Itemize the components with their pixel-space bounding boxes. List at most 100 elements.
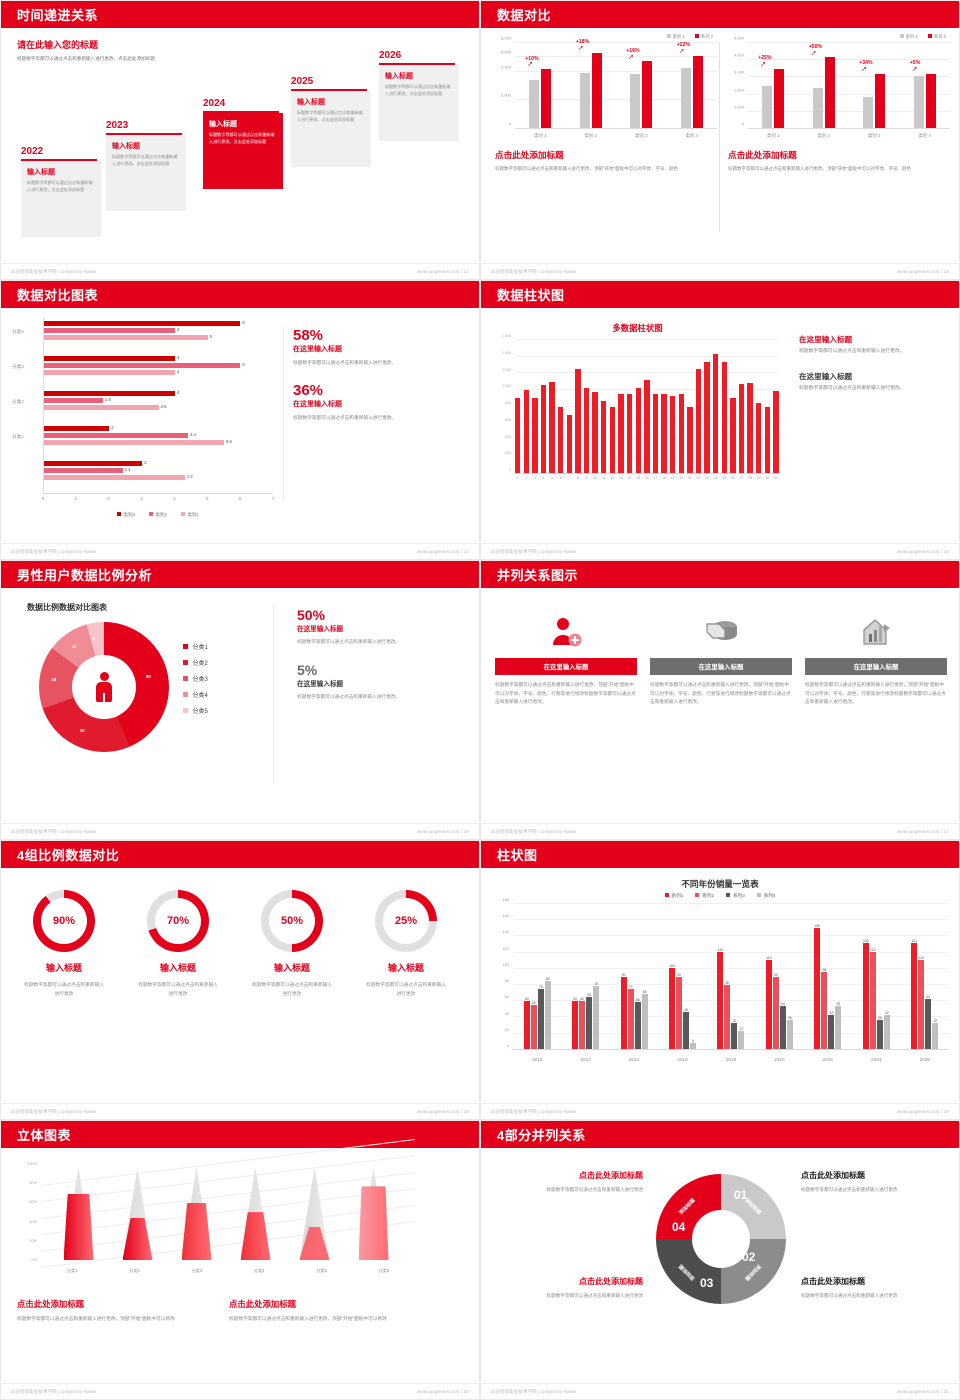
- x-tick: 4: [542, 476, 545, 480]
- gridline: [513, 935, 949, 937]
- bar-value: 131: [911, 939, 918, 944]
- growth-label: +22%: [676, 42, 691, 49]
- timeline-step[interactable]: 2024 输入标题 标题数字等都可以通过点击和重新输入进行更改，点击此处添加标题: [203, 98, 283, 189]
- y-tick: 800: [505, 401, 511, 405]
- timeline-card[interactable]: 输入标题 标题数字等都可以通过点击和重新输入进行更改，点击此处添加标题: [379, 65, 459, 141]
- timeline-card[interactable]: 输入标题 标题数字等都可以通过点击和重新输入进行更改，点击此处添加标题: [106, 135, 186, 211]
- timeline-step[interactable]: 2023 输入标题 标题数字等都可以通过点击和重新输入进行更改，点击此处添加标题: [106, 120, 186, 211]
- bar: 46: [683, 1008, 690, 1049]
- timeline-step[interactable]: 2022 输入标题 标题数字等都可以通过点击和重新输入进行更改，点击此处添加标题: [21, 146, 101, 237]
- plot-area: +10% ➚ +18% ➚ +16% ➚ +22% ➚: [515, 39, 717, 129]
- bar-value: 75: [628, 984, 633, 989]
- segment-number: 01: [734, 1188, 748, 1202]
- slide-20[interactable]: 立体图表 0% 20% 40% 60% 80% 100% 分类1 分类2 分类3 分类4 分类5 分类…: [0, 1120, 480, 1400]
- bar: 4: [44, 327, 179, 333]
- bar-group: 120 80 32 22: [717, 904, 745, 1049]
- legend-item: 系列2: [695, 893, 714, 899]
- bar: [642, 61, 653, 128]
- ring-hole: [692, 1210, 750, 1268]
- legend-item: 系列3: [726, 893, 745, 899]
- info-column[interactable]: 在这里输入标题 标题数字等都可以通过点击和重新输入进行更改，顶部“开始”面板中可以…: [805, 606, 947, 707]
- ring-body: 标题数字等都可以通过点击和重新输入进行更改: [24, 982, 104, 996]
- legend-swatch: [183, 676, 188, 681]
- bar-value: 3.5: [160, 404, 167, 409]
- bar-group: 分类3 4 6 4: [12, 355, 273, 378]
- legend-item: 分类2: [183, 658, 208, 667]
- growth-label: +10%: [525, 55, 539, 62]
- gridline: [513, 951, 949, 953]
- block-title: 点击此处添加标题: [229, 1299, 296, 1309]
- bar: [678, 394, 684, 473]
- stats-panel: 50% 在这里输入标题 标题数字等都可以通过点击和重新输入进行更改。 5% 在这里输入标…: [297, 607, 469, 718]
- slide-15[interactable]: 数据柱状图 多数据柱状图 0 200 400 600 800 1,000 1,200 1,40…: [480, 280, 960, 560]
- slide-14[interactable]: 数据对比图表 分类4 6 4 5 分类3 4 6 4 分类2 4 1.8 3.5 分类1 2 4.4 5.5 3…: [0, 280, 480, 560]
- block-title: 点击此处添加标题: [728, 150, 797, 160]
- timeline-step[interactable]: 2026 输入标题 标题数字等都可以通过点击和重新输入进行更改，点击此处添加标题: [379, 50, 459, 141]
- x-tick: 13: [619, 476, 623, 480]
- x-tick: 类别 3: [868, 133, 881, 138]
- progress-ring-item[interactable]: 50% 输入标题 标题数字等都可以通过点击和重新输入进行更改: [237, 890, 347, 999]
- slice-value: 12: [71, 644, 77, 650]
- x-tick: 类别 4: [918, 133, 931, 138]
- progress-ring-item[interactable]: 90% 输入标题 标题数字等都可以通过点击和重新输入进行更改: [9, 890, 119, 999]
- slide-18[interactable]: 4组比例数据对比 90% 输入标题 标题数字等都可以通过点击和重新输入进行更改 70%…: [0, 840, 480, 1120]
- intro-title: 请在此输入您的标题: [17, 40, 99, 50]
- info-column[interactable]: 在这里输入标题标题数字等都可以通过点击和重新输入进行更改，顶部“开始”面板中可以…: [495, 606, 637, 707]
- y-tick: 40: [504, 1011, 509, 1016]
- y-tick: 5,000: [733, 35, 744, 41]
- x-tick: 23: [705, 476, 709, 480]
- timeline-step[interactable]: 2025 输入标题 标题数字等都可以通过点击和重新输入进行更改，点击此处添加标题: [291, 76, 371, 167]
- person-icon: [96, 672, 112, 702]
- timeline-card-title: 输入标题: [209, 121, 237, 128]
- bar: [579, 73, 590, 128]
- gridline: [515, 70, 717, 72]
- column-band-title[interactable]: 在这里输入标题: [650, 658, 792, 675]
- timeline-card[interactable]: 输入标题 标题数字等都可以通过点击和重新输入进行更改，点击此处添加标题: [291, 91, 371, 167]
- block-title: 点击此处添加标题: [579, 1277, 643, 1286]
- timeline-card[interactable]: 输入标题 标题数字等都可以通过点击和重新输入进行更改，点击此处添加标题: [203, 113, 283, 189]
- y-tick: 0%: [31, 1258, 38, 1262]
- progress-ring-item[interactable]: 70% 输入标题 标题数字等都可以通过点击和重新输入进行更改: [123, 890, 233, 999]
- bar-group: 3 2.4 4.3: [44, 460, 273, 483]
- column-band-title[interactable]: 在这里输入标题: [805, 658, 947, 675]
- x-tick: 分类5: [316, 1268, 327, 1273]
- slide-12[interactable]: 时间递进关系 请在此输入您的标题 标题数字等都可以通过点击和重新输入进行更改，点…: [0, 0, 480, 280]
- column-band-title[interactable]: 在这里输入标题: [495, 658, 637, 675]
- timeline-year: 2023: [106, 120, 129, 131]
- legend-swatch: [183, 692, 188, 697]
- slide-21[interactable]: 4部分并列关系 01 添加标题 02 添加标题 03 添加标题 04 添加标题 点击此处添加标题…: [480, 1120, 960, 1400]
- bar-group: +50% ➚: [809, 43, 835, 128]
- slide-19[interactable]: 柱状图 不同年份销量一览表 系列1 系列2 系列3 系列4 0 20 40 60 80 100 1…: [480, 840, 960, 1120]
- timeline-card[interactable]: 输入标题 标题数字等都可以通过点击和重新输入进行更改，点击此处添加标题: [21, 161, 101, 237]
- y-axis: 0 200 400 600 800 1,000 1,200 1,400 1,600: [491, 334, 513, 474]
- slide-16[interactable]: 男性用户数据比例分析 数据比例数据对比图表 50 30 18 12 5 分类1 分类2 分类…: [0, 560, 480, 840]
- bar: [540, 384, 547, 473]
- progress-ring-item[interactable]: 25% 输入标题 标题数字等都可以通过点击和重新输入进行更改: [351, 890, 461, 999]
- cone-fill: [122, 1217, 153, 1260]
- bar: 62: [925, 995, 932, 1049]
- growth-label: +34%: [859, 59, 873, 66]
- y-tick: 1,600: [502, 334, 511, 338]
- slide-13[interactable]: 数据对比 系列 1 系列 2 0 2,000 4,000 5,000 6,000 +10% ➚ +…: [480, 0, 960, 280]
- y-tick: 1,400: [502, 350, 511, 355]
- x-tick: 15: [636, 476, 641, 480]
- slide-17[interactable]: 并列关系图示 在这里输入标题 标题数字等都可以通过点击和重新输入进行更改，顶部“开…: [480, 560, 960, 840]
- gridline: [513, 919, 949, 921]
- legend-swatch: [183, 644, 188, 649]
- x-tick: 25: [722, 476, 727, 480]
- text-block: 点击此处添加标题 标题数字等都可以通过点击和重新输入进行更改: [503, 1276, 643, 1301]
- info-column[interactable]: 在这里输入标题 标题数字等都可以通过点击和重新输入进行更改，顶部“开始”面板中可以…: [650, 606, 792, 707]
- legend-swatch: [664, 893, 669, 897]
- growth-label: +18%: [575, 39, 590, 46]
- bar-value: 6: [242, 319, 245, 325]
- column-body: 标题数字等都可以通过点击和重新输入进行更改，顶部“开始”面板中可以对字体、字号、…: [495, 682, 636, 705]
- bar-value: 132: [862, 938, 869, 943]
- text-block: 点击此处添加标题 标题数字等都可以通过点击和重新输入进行更改: [801, 1170, 941, 1195]
- segment-label: 添加标题: [678, 1262, 698, 1281]
- side-title: 在这里输入标题: [799, 371, 853, 381]
- x-tick: 18: [662, 476, 666, 480]
- bar-value: 2: [111, 424, 114, 430]
- bar: [721, 361, 728, 473]
- x-axis: 分类1 分类2 分类3 分类4 分类5 分类6: [41, 1268, 415, 1274]
